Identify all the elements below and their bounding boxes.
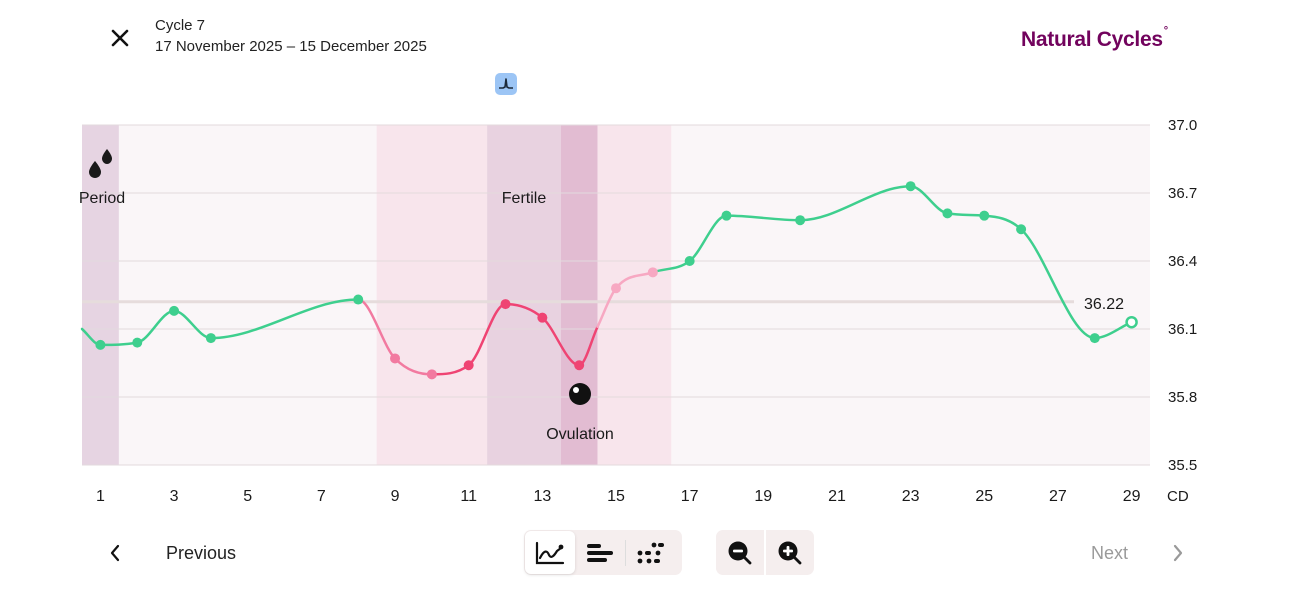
temperature-point	[353, 294, 364, 305]
brand-mark: °	[1163, 25, 1168, 37]
temperature-point	[611, 283, 621, 294]
temperature-point	[1089, 333, 1100, 344]
temperature-line-segment	[798, 184, 912, 222]
temperature-point-open	[1125, 315, 1138, 329]
brand-name: Natural Cycles	[1021, 28, 1163, 51]
temperature-point	[95, 339, 106, 350]
x-tick-label: 17	[681, 488, 699, 505]
cycle-dates: 17 November 2025 – 15 December 2025	[155, 38, 427, 55]
temperature-line-segment	[209, 298, 360, 340]
y-tick-label: 35.5	[1168, 457, 1197, 474]
zoom-separator	[764, 530, 766, 575]
x-tick-label: 7	[317, 488, 326, 505]
x-tick-label: 11	[460, 488, 477, 505]
temperature-point	[574, 360, 585, 371]
ovulation-icon	[569, 383, 591, 405]
temperature-point	[500, 299, 511, 310]
zoom-in-icon	[778, 541, 802, 564]
temperature-point	[390, 353, 401, 364]
x-tick-label: 1	[96, 488, 105, 505]
zoom-out-button[interactable]	[716, 530, 764, 575]
x-tick-label: 13	[533, 488, 551, 505]
temperature-point	[426, 369, 437, 380]
temperature-point	[1016, 224, 1027, 235]
previous-cycle-button[interactable]: Previous	[100, 538, 236, 568]
temperature-point	[721, 210, 732, 221]
y-tick-label: 35.8	[1168, 389, 1197, 406]
x-tick-label: 23	[902, 488, 920, 505]
ovulation-label: Ovulation	[546, 426, 614, 443]
temperature-point	[537, 312, 548, 323]
zoom-out-icon	[728, 541, 752, 564]
close-button[interactable]	[104, 22, 136, 54]
temperature-point	[795, 215, 806, 226]
band-fertile_light-1	[376, 125, 488, 465]
view-mode-toggle	[524, 530, 682, 575]
band-label-period: Period	[79, 190, 125, 207]
zoom-in-button[interactable]	[766, 530, 814, 575]
graph-view-button[interactable]	[525, 531, 575, 574]
dots-view-button[interactable]	[626, 531, 676, 574]
y-tick-label: 36.1	[1168, 321, 1197, 338]
temperature-line-segment	[1019, 228, 1097, 340]
x-tick-label: 19	[754, 488, 772, 505]
bars-view-button[interactable]	[575, 531, 625, 574]
temperature-point	[169, 305, 180, 316]
temperature-point	[905, 181, 916, 192]
temperature-point	[684, 256, 695, 266]
y-tick-label: 36.4	[1168, 253, 1197, 270]
brand-logo: Natural Cycles°	[1021, 25, 1168, 52]
x-tick-label: 3	[170, 488, 179, 505]
x-tick-label: 25	[975, 488, 993, 505]
y-tick-label: 37.0	[1168, 117, 1197, 134]
x-tick-label: 29	[1123, 488, 1141, 505]
band-period-0	[82, 125, 119, 465]
zoom-controls	[716, 530, 814, 575]
band-label-fertile: Fertile	[502, 190, 547, 207]
period-drops-icon	[89, 149, 112, 178]
view-separator	[625, 539, 626, 566]
line-graph-icon	[535, 541, 565, 564]
bar-list-icon	[587, 543, 613, 562]
temperature-point	[463, 360, 474, 371]
temperature-point	[942, 208, 953, 219]
chevron-left-icon	[110, 544, 120, 562]
next-label: Next	[1091, 542, 1129, 563]
temperature-chart[interactable]: Period Fertile Ovulation 36.22 CD 35.535…	[0, 0, 1300, 520]
x-tick-label: 15	[607, 488, 625, 505]
band-ovulation-3	[560, 125, 598, 465]
temperature-point	[647, 267, 658, 278]
x-tick-label: 21	[828, 488, 846, 505]
chevron-right-icon	[1173, 544, 1183, 562]
temperature-point	[205, 333, 216, 344]
temperature-peak-icon	[499, 78, 513, 89]
cycle-title: Cycle 7	[155, 17, 206, 34]
scatter-dots-icon	[637, 542, 664, 563]
x-unit-label: CD	[1167, 488, 1189, 505]
cover-line-label: 36.22	[1084, 296, 1124, 313]
temperature-line-segment	[725, 214, 802, 222]
temperature-point	[132, 337, 143, 348]
x-tick-label: 27	[1049, 488, 1067, 505]
band-fertile_dark-2	[487, 125, 561, 465]
temperature-peak-badge[interactable]	[495, 73, 517, 95]
y-tick-label: 36.7	[1168, 185, 1197, 202]
temperature-point	[979, 210, 990, 221]
x-tick-label: 5	[243, 488, 252, 505]
previous-label: Previous	[166, 542, 237, 563]
next-cycle-button[interactable]: Next	[1091, 538, 1190, 568]
close-icon	[111, 29, 129, 47]
band-fertile_light-4	[597, 125, 672, 465]
x-tick-label: 9	[391, 488, 400, 505]
